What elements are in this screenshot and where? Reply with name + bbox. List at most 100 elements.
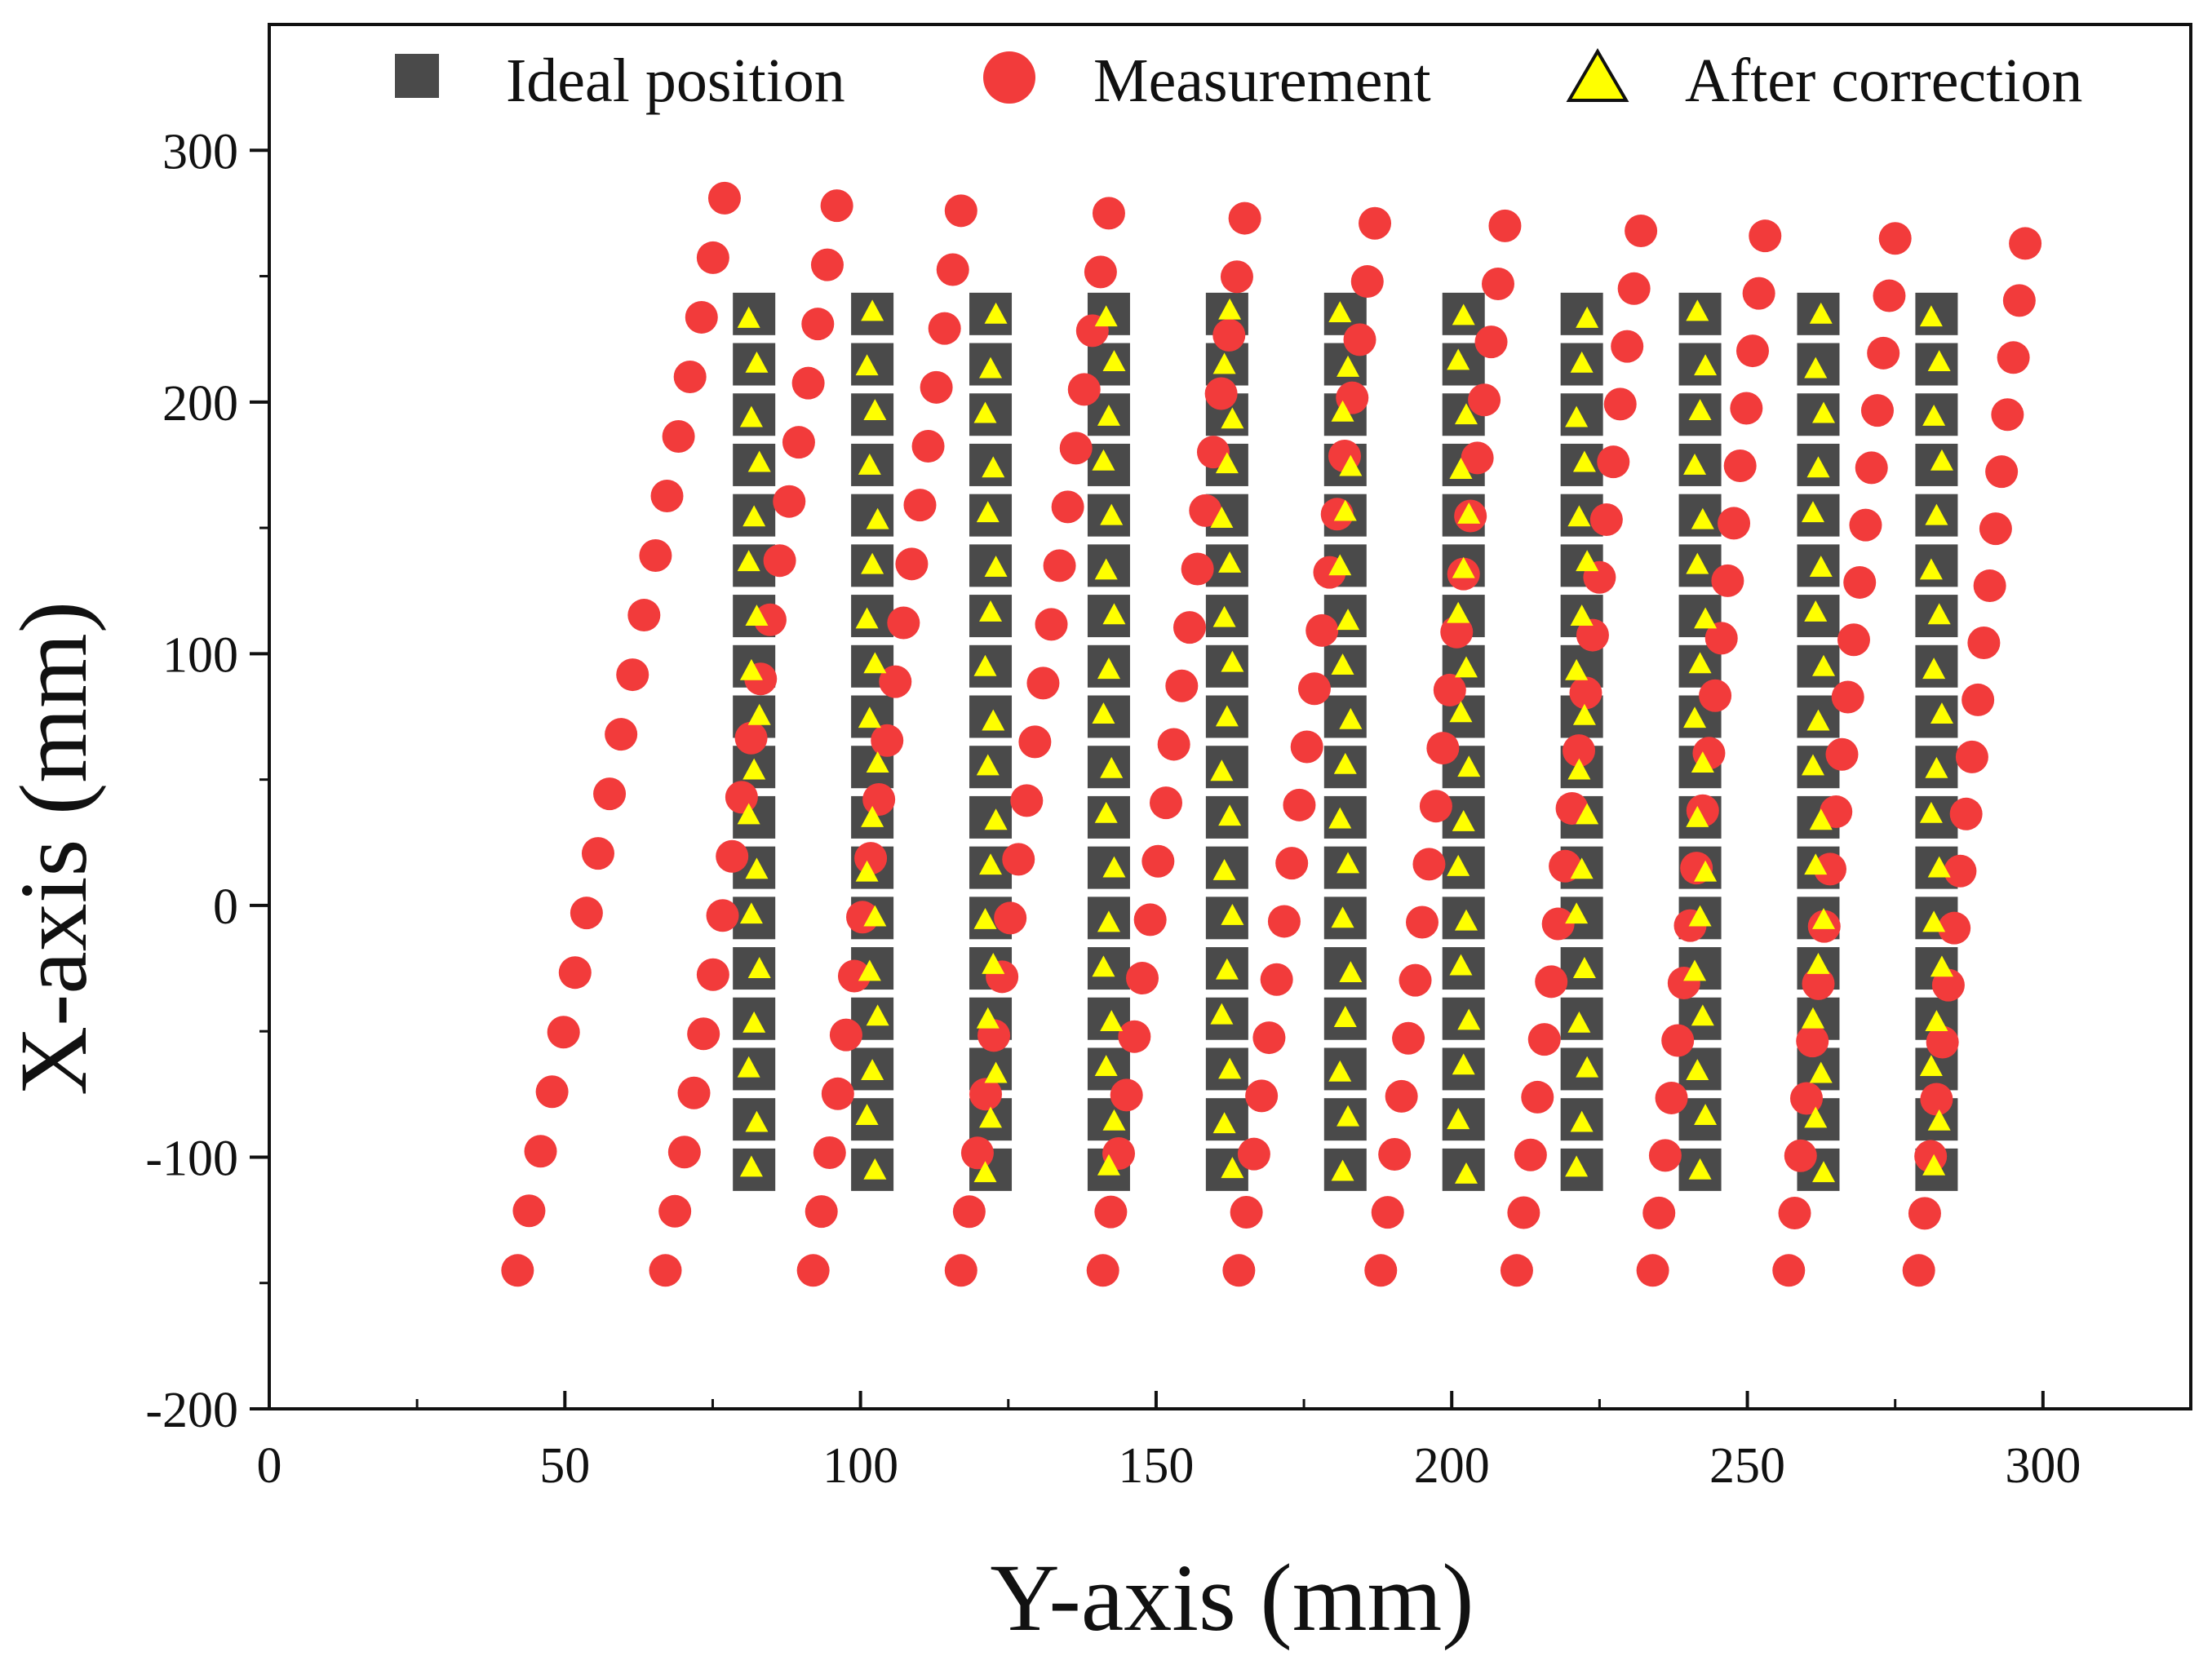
after-correction-point <box>1919 305 1943 327</box>
measurement-point <box>1275 847 1309 880</box>
after-correction-point <box>1694 860 1718 882</box>
after-correction-point <box>982 709 1005 731</box>
after-correction-point <box>1339 707 1363 729</box>
measurement-point <box>1461 441 1494 475</box>
measurement-point <box>1222 1254 1256 1287</box>
measurement-point <box>1997 341 2030 374</box>
after-correction-point <box>1572 450 1596 472</box>
measurement-point <box>805 1195 838 1229</box>
measurement-point <box>813 1136 846 1169</box>
measurement-point <box>1051 490 1084 524</box>
after-correction-point <box>1094 558 1118 580</box>
measurement-point <box>1092 197 1125 230</box>
after-correction-point <box>739 658 763 680</box>
measurement-point <box>1878 222 1912 255</box>
after-correction-point <box>1925 503 1948 525</box>
measurement-point <box>1527 1023 1561 1056</box>
after-correction-point <box>984 556 1008 577</box>
after-correction-point <box>1927 350 1951 372</box>
after-correction-point <box>743 1011 766 1033</box>
measurement-point <box>1967 626 2001 659</box>
measurement-point <box>1196 436 1230 469</box>
ideal-point <box>1560 393 1603 436</box>
measurement-point <box>1212 318 1246 352</box>
measurement-point <box>1290 730 1323 764</box>
measurement-point <box>1837 623 1870 657</box>
after-correction-point <box>855 607 879 629</box>
measurement-point <box>1563 734 1596 768</box>
after-correction-point <box>1567 758 1591 780</box>
measurement-point <box>1661 1024 1695 1057</box>
after-correction-point <box>1688 1158 1712 1180</box>
after-correction-point <box>743 758 766 780</box>
measurement-point <box>1642 1196 1676 1229</box>
after-correction-point <box>1337 609 1360 631</box>
after-correction-point <box>1102 603 1126 625</box>
after-correction-point <box>1210 1003 1234 1025</box>
after-correction-point <box>1683 453 1707 475</box>
after-correction-point <box>866 751 889 773</box>
after-correction-point <box>1688 652 1712 674</box>
after-correction-point <box>1694 354 1718 376</box>
after-correction-point <box>1212 859 1236 880</box>
measurement-point <box>685 300 718 334</box>
measurement-point <box>1920 1083 1953 1116</box>
after-correction-point <box>1331 906 1354 928</box>
after-correction-point <box>1812 1161 1836 1183</box>
measurement-point <box>1018 725 1052 759</box>
ideal-point <box>1323 695 1367 738</box>
after-correction-point <box>1094 801 1118 823</box>
after-correction-point <box>1212 1112 1236 1134</box>
measurement-point <box>1938 911 1971 945</box>
after-correction-point <box>1801 1007 1824 1029</box>
after-correction-point <box>1452 556 1475 578</box>
measurement-point <box>1576 618 1609 652</box>
measurement-point <box>581 837 614 870</box>
measurement-point <box>753 603 787 636</box>
measurement-point <box>1126 962 1159 995</box>
measurement-point <box>1481 267 1514 300</box>
after-correction-point <box>739 902 763 924</box>
x-axis-title: Y-axis (mm) <box>990 1544 1474 1651</box>
measurement-point <box>994 901 1027 935</box>
measurement-point <box>1541 907 1575 941</box>
measurement-point <box>1908 1197 1941 1230</box>
measurement-point <box>1433 673 1466 706</box>
measurement-point <box>854 842 888 875</box>
after-correction-point <box>1212 352 1236 374</box>
after-correction-point <box>1686 299 1709 321</box>
after-correction-point <box>1922 404 1946 426</box>
measurement-point <box>2002 284 2036 317</box>
measurement-point <box>1603 387 1637 421</box>
measurement-point <box>1985 455 2019 489</box>
ideal-point <box>1323 947 1367 990</box>
after-correction-point <box>984 302 1008 324</box>
measurement-point <box>1973 569 2006 603</box>
measurement-point <box>1772 1254 1806 1287</box>
ideal-point <box>851 494 894 537</box>
measurement-point <box>903 489 937 522</box>
measurement-point <box>820 189 853 223</box>
measurement-point <box>716 839 749 873</box>
measurement-point <box>1569 676 1602 710</box>
ideal-point <box>733 292 776 335</box>
measurement-point <box>501 1254 534 1287</box>
measurement-point <box>547 1016 580 1049</box>
measurement-point <box>1260 963 1293 996</box>
after-correction-point <box>1328 554 1352 576</box>
after-correction-point <box>858 706 881 728</box>
measurement-point <box>1220 260 1253 294</box>
after-correction-point <box>973 654 997 676</box>
after-correction-point <box>1686 552 1709 574</box>
measurement-point <box>1944 854 1977 888</box>
axes-layer: 0 50 100 150 200 250 300 -200 -100 0 100 200 300 <box>145 23 2192 1494</box>
measurement-point <box>1392 1021 1425 1055</box>
measurement-point <box>1118 1020 1151 1053</box>
y-tick-label: -200 <box>145 1383 238 1438</box>
measurement-point <box>895 547 929 581</box>
after-correction-point <box>745 351 769 373</box>
ideal-point <box>1915 292 1958 335</box>
measurement-point <box>1157 728 1190 761</box>
